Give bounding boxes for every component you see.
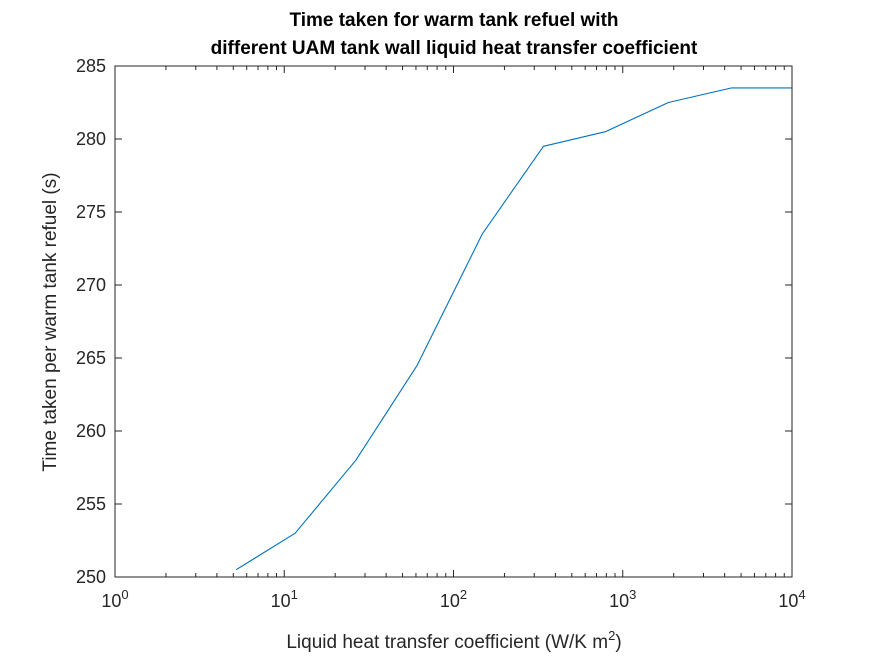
x-tick-base: 10 xyxy=(101,591,121,611)
x-tick-label: 103 xyxy=(609,587,636,611)
data-series xyxy=(235,87,792,571)
x-tick-exponent: 1 xyxy=(291,587,298,602)
y-axis-label: Time taken per warm tank refuel (s) xyxy=(40,172,61,471)
x-tick-base: 10 xyxy=(271,591,291,611)
x-tick-exponent: 3 xyxy=(629,587,636,602)
axes-box xyxy=(114,65,793,578)
x-tick-base: 10 xyxy=(440,591,460,611)
y-tick-label: 275 xyxy=(76,202,106,222)
chart-title-line-1: Time taken for warm tank refuel with xyxy=(289,10,618,31)
y-tick-label: 280 xyxy=(76,129,106,149)
y-tick-label: 285 xyxy=(76,56,106,76)
y-tick-label: 255 xyxy=(76,494,106,514)
series-line xyxy=(235,87,792,571)
y-tick-label: 270 xyxy=(76,275,106,295)
y-tick-labels: 250 255 260 265 270 275 280 285 xyxy=(76,56,106,587)
x-tick-exponent: 2 xyxy=(460,587,467,602)
y-tick-label: 260 xyxy=(76,421,106,441)
x-tick-label: 100 xyxy=(101,587,128,611)
x-axis-label: Liquid heat transfer coefficient (W/K m2… xyxy=(286,628,621,653)
x-tick-exponent: 4 xyxy=(798,587,805,602)
x-tick-label: 101 xyxy=(271,587,298,611)
x-tick-labels: 100 101 102 103 104 xyxy=(101,587,805,611)
x-tick-label: 104 xyxy=(778,587,805,611)
x-tick-label: 102 xyxy=(440,587,467,611)
y-tick-label: 265 xyxy=(76,348,106,368)
plot-area xyxy=(115,66,792,577)
x-tick-base: 10 xyxy=(609,591,629,611)
x-tick-exponent: 0 xyxy=(121,587,128,602)
y-tick-label: 250 xyxy=(76,567,106,587)
chart-title-line-2: different UAM tank wall liquid heat tran… xyxy=(211,38,698,59)
x-tick-base: 10 xyxy=(778,591,798,611)
